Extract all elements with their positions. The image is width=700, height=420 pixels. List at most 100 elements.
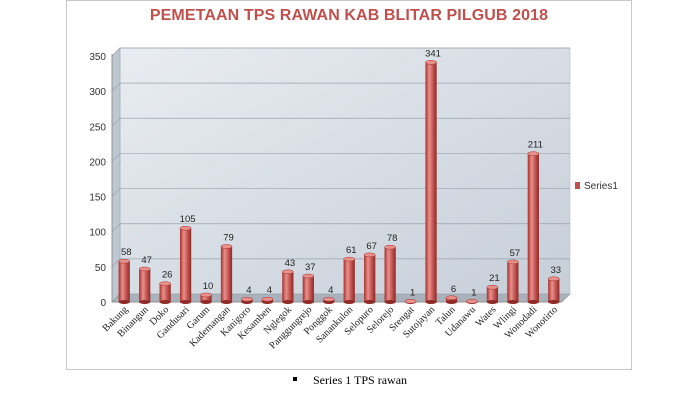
bar [363, 252, 376, 304]
bar-top [527, 151, 540, 156]
gridline [111, 47, 570, 57]
bar-top [425, 60, 437, 65]
bar [527, 151, 540, 304]
y-tick-label: 150 [89, 193, 106, 204]
bar [159, 281, 172, 304]
bar-top [138, 266, 151, 272]
bullet-icon [292, 377, 297, 382]
bar-top [486, 284, 499, 290]
data-label: 79 [223, 232, 234, 243]
bar [322, 296, 335, 304]
bar-body [384, 247, 396, 302]
bar-base [548, 300, 560, 304]
bar-base [343, 300, 355, 304]
bar-top [343, 256, 356, 262]
bar [200, 292, 212, 304]
data-label: 211 [528, 140, 543, 151]
caption-text: Series 1 TPS rawan [312, 373, 408, 387]
y-tick-label: 350 [89, 52, 106, 63]
bar-base [486, 300, 499, 304]
bar-body [282, 271, 294, 302]
legend-label: Series1 [584, 181, 618, 192]
data-label: 78 [387, 233, 398, 244]
data-label: 58 [121, 247, 132, 258]
gridline [111, 223, 570, 232]
bar-base [364, 300, 376, 304]
bar-base [179, 300, 192, 304]
data-label: 4 [246, 285, 251, 296]
bar-top [363, 252, 376, 258]
bar [404, 299, 417, 304]
y-tick-label: 300 [89, 87, 106, 98]
bar [118, 258, 131, 304]
bar [179, 225, 192, 304]
bar-top [506, 259, 519, 265]
bar-top [466, 299, 478, 304]
y-tick-label: 0 [100, 298, 106, 309]
bar-body [118, 261, 130, 302]
y-tick-label: 50 [95, 263, 107, 274]
bar [281, 269, 294, 304]
bar-base [384, 300, 396, 304]
data-label: 43 [285, 258, 296, 269]
bar-base [200, 300, 212, 304]
data-label: 37 [305, 262, 316, 273]
bar-top [179, 225, 192, 231]
bar-top [302, 273, 315, 279]
bar-body [179, 228, 192, 302]
bar-body [159, 283, 171, 302]
bar-base [118, 300, 130, 304]
gridline [111, 117, 570, 127]
bar-body [486, 287, 499, 302]
chart-frame [66, 0, 632, 370]
data-label: 4 [328, 285, 333, 296]
bar-body [200, 294, 212, 302]
data-label: 67 [366, 241, 377, 252]
data-label: 61 [346, 245, 357, 256]
data-label: 1 [471, 287, 476, 298]
bar [466, 299, 478, 304]
bar-top [118, 258, 131, 264]
bar [343, 256, 356, 304]
data-label: 4 [267, 285, 272, 296]
bar-top [404, 299, 417, 304]
y-tick-label: 200 [89, 157, 106, 168]
bar [445, 295, 458, 304]
data-label: 341 [425, 48, 441, 59]
data-label: 26 [162, 270, 173, 281]
bar-top [445, 295, 458, 301]
bar-top [220, 244, 233, 249]
data-label: 105 [180, 214, 196, 225]
bar-body [139, 268, 151, 302]
bar [486, 284, 499, 304]
gridline [111, 82, 570, 92]
data-label: 10 [203, 281, 214, 292]
bar [547, 276, 560, 304]
chart-title: PEMETAAN TPS RAWAN KAB BLITAR PILGUB 201… [149, 7, 549, 24]
bar-body [343, 259, 355, 302]
data-label: 6 [451, 284, 456, 295]
legend-swatch [575, 182, 580, 189]
gridline [111, 258, 570, 268]
bar [261, 296, 274, 304]
bar-body [507, 261, 519, 302]
y-tick-label: 100 [89, 228, 106, 239]
y-tick-label: 250 [89, 122, 106, 133]
data-label: 47 [141, 255, 152, 266]
bar-base [159, 300, 171, 304]
bar-base [445, 300, 458, 304]
bar-top [384, 244, 397, 250]
bar-top [159, 281, 172, 286]
caption: Series 1 TPS rawan [0, 373, 700, 388]
bar-top [200, 292, 212, 298]
bar-top [322, 296, 335, 302]
bar-base [282, 300, 294, 304]
bar [302, 273, 315, 304]
gridline [111, 188, 570, 197]
bar-top [547, 276, 560, 282]
bar-body [302, 275, 314, 302]
gridline [111, 153, 570, 162]
bar-base [507, 300, 519, 304]
bar-body [220, 246, 233, 302]
bar-base [220, 300, 233, 304]
